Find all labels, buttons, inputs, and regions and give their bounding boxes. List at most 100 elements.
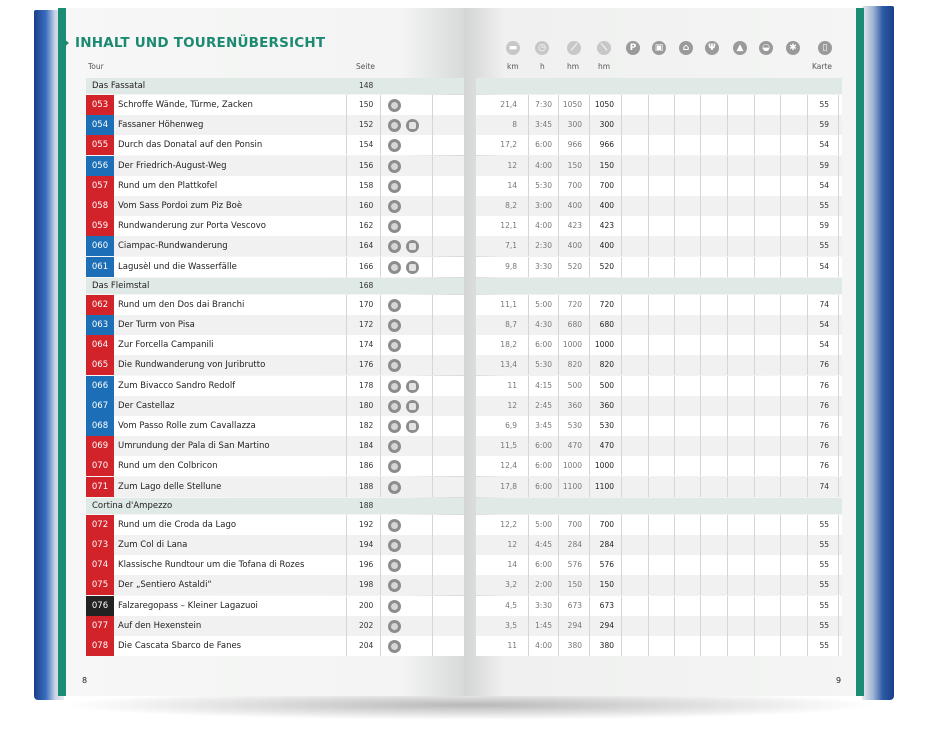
column-divider xyxy=(807,476,808,497)
column-divider xyxy=(838,294,839,315)
column-divider xyxy=(700,115,701,136)
tour-code-badge: 075 xyxy=(86,575,114,596)
column-divider xyxy=(432,355,433,376)
column-divider xyxy=(838,196,839,216)
tour-name: Klassische Rundtour um die Tofana di Roz… xyxy=(118,560,305,571)
column-divider xyxy=(528,135,529,156)
column-divider xyxy=(528,236,529,257)
tour-duration: 4:30 xyxy=(535,320,552,329)
column-divider xyxy=(780,256,781,277)
column-divider xyxy=(700,375,701,396)
column-divider xyxy=(754,615,755,636)
tour-row[interactable]: 078 Die Cascata Sbarco de Fanes 204 xyxy=(86,636,464,656)
difficulty-icon xyxy=(388,399,401,413)
column-divider xyxy=(589,315,590,335)
tour-row[interactable]: 075 Der „Sentiero Astaldi“ 198 xyxy=(86,575,464,596)
column-divider xyxy=(780,514,781,535)
tour-row[interactable]: 062 Rund um den Dos dai Branchi 170 xyxy=(86,294,464,315)
column-divider xyxy=(674,476,675,497)
column-divider xyxy=(700,135,701,156)
column-divider xyxy=(648,595,649,616)
tour-row[interactable]: 053 Schroffe Wände, Türme, Zacken 150 xyxy=(86,95,464,115)
tour-name: Auf den Hexenstein xyxy=(118,620,202,631)
column-divider xyxy=(838,155,839,176)
tour-row[interactable]: 058 Vom Sass Pordoi zum Piz Boè 160 xyxy=(86,196,464,216)
difficulty-icon xyxy=(388,579,401,593)
tour-row[interactable]: 057 Rund um den Plattkofel 158 xyxy=(86,175,464,196)
tour-row[interactable]: 063 Der Turm von Pisa 172 xyxy=(86,315,464,335)
tour-code-badge: 076 xyxy=(86,595,114,616)
column-divider xyxy=(780,355,781,376)
tour-row[interactable]: 069 Umrundung der Pala di San Martino 184 xyxy=(86,436,464,457)
column-divider xyxy=(621,476,622,497)
column-divider xyxy=(807,355,808,376)
tour-row[interactable]: 068 Vom Passo Rolle zum Cavallazza 182 xyxy=(86,416,464,436)
tour-code-badge: 062 xyxy=(86,294,114,315)
tour-row[interactable]: 072 Rund um die Croda da Lago 192 xyxy=(86,514,464,535)
column-divider xyxy=(621,535,622,555)
tour-row[interactable]: 054 Fassaner Höhenweg 152 xyxy=(86,115,464,136)
tour-karte: 76 xyxy=(819,360,829,370)
tour-code-badge: 059 xyxy=(86,216,114,237)
tour-row[interactable]: 065 Die Rundwanderung von Juribrutto 176 xyxy=(86,355,464,376)
tour-row[interactable]: 055 Durch das Donatal auf den Ponsin 154 xyxy=(86,135,464,156)
column-divider xyxy=(700,294,701,315)
column-divider xyxy=(648,436,649,457)
tour-karte: 55 xyxy=(819,519,829,529)
tour-row[interactable]: 074 Klassische Rundtour um die Tofana di … xyxy=(86,555,464,576)
tour-row[interactable]: 064 Zur Forcella Campanili 174 xyxy=(86,335,464,356)
tour-ascent: 150 xyxy=(567,160,582,170)
column-divider xyxy=(346,575,347,596)
tour-row[interactable]: 067 Der Castellaz 180 xyxy=(86,395,464,416)
column-divider xyxy=(380,416,381,436)
column-divider xyxy=(807,294,808,315)
column-divider xyxy=(754,335,755,356)
tour-row[interactable]: 066 Zum Bivacco Sandro Redolf 178 xyxy=(86,375,464,396)
tour-row[interactable]: 071 Zum Lago delle Stellune 188 xyxy=(86,476,464,497)
tour-ascent: 470 xyxy=(567,441,582,451)
tour-row-right: 9,8 3:30 520 520 54 xyxy=(476,256,842,277)
column-divider xyxy=(807,175,808,196)
km-column-header: km xyxy=(507,62,519,71)
tour-seite: 154 xyxy=(359,140,374,150)
difficulty-icon xyxy=(388,480,401,494)
tour-code-badge: 056 xyxy=(86,155,114,176)
column-divider xyxy=(674,335,675,356)
column-divider xyxy=(700,196,701,216)
column-divider xyxy=(621,355,622,376)
tour-ascent: 400 xyxy=(567,201,582,210)
tour-duration: 2:30 xyxy=(535,241,552,251)
tour-row[interactable]: 061 Lagusèl und die Wasserfälle 166 xyxy=(86,256,464,277)
column-divider xyxy=(621,135,622,156)
column-divider xyxy=(346,294,347,315)
tour-seite: 170 xyxy=(359,299,374,309)
column-divider xyxy=(807,155,808,176)
column-divider xyxy=(838,555,839,576)
tour-name: Fassaner Höhenweg xyxy=(118,120,204,131)
column-divider xyxy=(558,236,559,257)
column-divider xyxy=(346,355,347,376)
row-background xyxy=(114,636,464,656)
tour-row[interactable]: 077 Auf den Hexenstein 202 xyxy=(86,615,464,636)
column-divider xyxy=(621,315,622,335)
tour-name: Umrundung der Pala di San Martino xyxy=(118,441,270,452)
column-divider xyxy=(700,335,701,356)
tour-row[interactable]: 056 Der Friedrich-August-Weg 156 xyxy=(86,155,464,176)
row-background xyxy=(114,95,464,115)
column-divider xyxy=(838,115,839,136)
column-divider xyxy=(838,256,839,277)
column-divider xyxy=(528,416,529,436)
seite-column-header: Seite xyxy=(356,62,376,71)
tour-row[interactable]: 070 Rund um den Colbricon 186 xyxy=(86,456,464,477)
tour-row[interactable]: 060 Ciampac-Rundwanderung 164 xyxy=(86,236,464,257)
tour-row[interactable]: 073 Zum Col di Lana 194 xyxy=(86,535,464,555)
tour-seite: 180 xyxy=(359,400,374,410)
tour-row[interactable]: 059 Rundwanderung zur Porta Vescovo 162 xyxy=(86,216,464,237)
tour-duration: 4:00 xyxy=(535,160,552,170)
tour-row[interactable]: 076 Falzaregopass – Kleiner Lagazuoi 200 xyxy=(86,595,464,616)
column-divider xyxy=(727,615,728,636)
column-divider xyxy=(700,175,701,196)
column-divider xyxy=(674,416,675,436)
tour-duration: 6:00 xyxy=(535,441,552,451)
row-background xyxy=(114,256,464,277)
